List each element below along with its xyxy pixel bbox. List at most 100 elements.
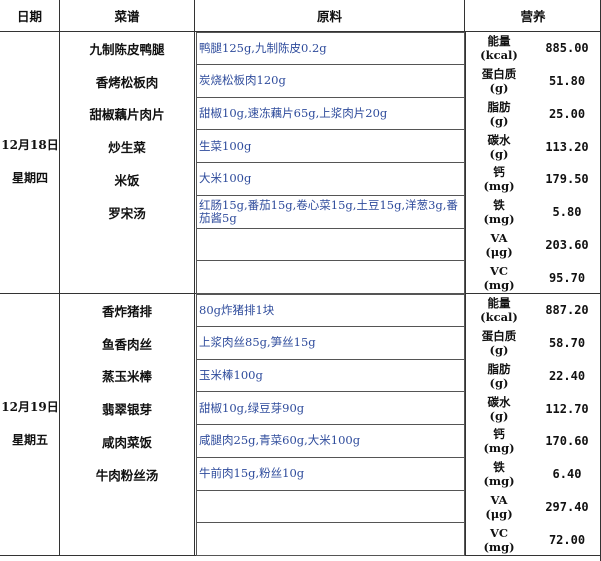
- nutrient-label: 碳水 (g): [466, 130, 532, 163]
- dish-name: 牛肉粉丝汤: [95, 467, 159, 483]
- nutrient-unit: (mg): [483, 474, 515, 489]
- nutrient-value: 885.00: [545, 41, 589, 56]
- nutrient-name: 碳水: [487, 394, 511, 409]
- nutrient-label: 脂肪 (g): [466, 360, 532, 393]
- ingredient-cell: 炭烧松板肉120g: [196, 64, 465, 98]
- nutrient-value: 95.70: [548, 270, 586, 285]
- nutrient-name: 脂肪: [487, 99, 511, 114]
- nutrient-unit: (mg): [483, 277, 515, 292]
- header-date: 日期: [0, 0, 60, 31]
- nutrient-unit: (mg): [483, 539, 515, 554]
- nutrient-value: 203.60: [545, 237, 589, 252]
- nutrient-unit: (g): [489, 375, 509, 390]
- dish-name: 翡翠银芽: [101, 402, 152, 418]
- nutrient-name: 钙: [493, 427, 505, 442]
- dish-name: [60, 523, 194, 556]
- nutrient-unit: (g): [489, 81, 509, 96]
- nutrient-unit: (μg): [485, 506, 513, 521]
- date-cell: 12月19日 星期五: [0, 294, 60, 556]
- ingredient-cell: 红肠15g,番茄15g,卷心菜15g,土豆15g,洋葱3g,番茄酱5g: [196, 195, 465, 229]
- nutrient-value: 297.40: [545, 499, 589, 514]
- nutrient-value: 179.50: [545, 172, 589, 187]
- nutrient-name: VA: [490, 492, 508, 507]
- nutrition-row: 蛋白质 (g) 58.70: [465, 326, 601, 360]
- dish-name: 咸肉菜饭: [101, 434, 152, 450]
- nutrient-label: 蛋白质 (g): [466, 327, 532, 360]
- nutrient-unit: (mg): [483, 179, 515, 194]
- ingredient-cell: [196, 228, 465, 262]
- nutrient-unit: (μg): [485, 244, 513, 259]
- ingredient-cell: 甜椒10g,绿豆芽90g: [196, 392, 465, 425]
- nutrition-row: 钙 (mg) 179.50: [465, 163, 601, 196]
- nutrition-row: VC (mg) 95.70: [465, 261, 601, 294]
- nutrient-unit: (g): [489, 146, 509, 161]
- nutrient-name: 脂肪: [487, 361, 511, 376]
- ingredient-cell: 鸭腿125g,九制陈皮0.2g: [196, 32, 465, 65]
- nutrition-row: 蛋白质 (g) 51.80: [465, 64, 601, 98]
- ingredient-cell: 大米100g: [196, 163, 465, 196]
- nutrient-name: 蛋白质: [481, 329, 517, 344]
- nutrient-label: 蛋白质 (g): [466, 65, 532, 98]
- date-label: 12月19日: [1, 400, 59, 414]
- dish-name: 香烤松板肉: [95, 74, 159, 90]
- day-section: 12月19日 星期五 香炸猪排 鱼香肉丝 蒸玉米棒 翡翠银芽 咸肉菜饭 牛肉粉丝汤 80g炸猪…: [0, 294, 601, 556]
- header-nutrition: 营养: [520, 9, 546, 24]
- date-label: 12月18日: [1, 138, 59, 152]
- nutrient-name: 蛋白质: [481, 67, 517, 82]
- nutrient-label: 脂肪 (g): [466, 98, 532, 131]
- nutrition-row: 碳水 (g) 113.20: [465, 130, 601, 163]
- nutrient-name: VC: [489, 525, 509, 540]
- nutrition-row: 铁 (mg) 6.40: [465, 457, 601, 491]
- dish-name: [60, 491, 194, 524]
- nutrient-value: 5.80: [552, 205, 582, 220]
- ingredient-cell: 玉米棒100g: [196, 359, 465, 393]
- nutrient-value: 25.00: [548, 106, 586, 121]
- nutrient-unit: (g): [489, 343, 509, 358]
- ingredient-cell: 甜椒10g,速冻藕片65g,上浆肉片20g: [196, 97, 465, 131]
- table-header: 日期 菜谱 原料 营养: [0, 0, 601, 32]
- ingredient-cell: 牛前肉15g,粉丝10g: [196, 457, 465, 491]
- dish-name: 鱼香肉丝: [101, 336, 152, 352]
- nutrition-row: 铁 (mg) 5.80: [465, 195, 601, 229]
- nutrient-value: 887.20: [545, 303, 589, 318]
- nutrition-row: 脂肪 (g) 22.40: [465, 359, 601, 393]
- dish-name: 米饭: [114, 172, 140, 188]
- nutrient-label: VA (μg): [466, 229, 532, 262]
- nutrient-name: VA: [490, 230, 508, 245]
- header-menu: 菜谱: [60, 0, 195, 31]
- ingredient-cell: [196, 490, 465, 524]
- dish-name: 香炸猪排: [101, 303, 152, 319]
- nutrient-value: 51.80: [548, 74, 586, 89]
- nutrient-unit: (mg): [483, 212, 515, 227]
- nutrient-name: 碳水: [487, 132, 511, 147]
- dish-name: [60, 261, 194, 294]
- nutrient-name: 能量: [487, 34, 511, 49]
- nutrient-label: 能量 (kcal): [466, 294, 532, 327]
- dish-name: 蒸玉米棒: [101, 369, 152, 385]
- nutrient-name: 能量: [487, 296, 511, 311]
- nutrient-label: 碳水 (g): [466, 392, 532, 425]
- nutrient-value: 22.40: [548, 368, 586, 383]
- nutrient-name: 铁: [493, 460, 505, 475]
- dish-name: 炒生菜: [108, 140, 146, 156]
- nutrient-value: 72.00: [548, 532, 586, 547]
- ingredient-cell: 生菜100g: [196, 130, 465, 163]
- nutrient-label: 钙 (mg): [466, 425, 532, 458]
- nutrition-row: VC (mg) 72.00: [465, 523, 601, 556]
- ingredient-cell: [196, 523, 465, 556]
- nutrient-label: 钙 (mg): [466, 163, 532, 196]
- nutrient-name: 铁: [493, 198, 505, 213]
- nutrient-value: 6.40: [552, 467, 582, 482]
- weekday-label: 星期五: [11, 433, 48, 447]
- nutrient-label: VC (mg): [466, 523, 532, 556]
- ingredient-cell: [196, 261, 465, 294]
- ingredient-cell: 咸腿肉25g,青菜60g,大米100g: [196, 425, 465, 458]
- ingredient-cell: 上浆肉丝85g,笋丝15g: [196, 326, 465, 360]
- dish-name: 罗宋汤: [108, 205, 146, 221]
- dishes-cell: 香炸猪排鱼香肉丝蒸玉米棒翡翠银芽咸肉菜饭牛肉粉丝汤: [60, 294, 195, 556]
- nutrient-value: 58.70: [548, 336, 586, 351]
- nutrient-label: 铁 (mg): [466, 196, 532, 229]
- nutrition-row: 能量 (kcal) 887.20: [465, 294, 601, 327]
- nutrition-row: 脂肪 (g) 25.00: [465, 97, 601, 131]
- nutrient-unit: (mg): [483, 441, 515, 456]
